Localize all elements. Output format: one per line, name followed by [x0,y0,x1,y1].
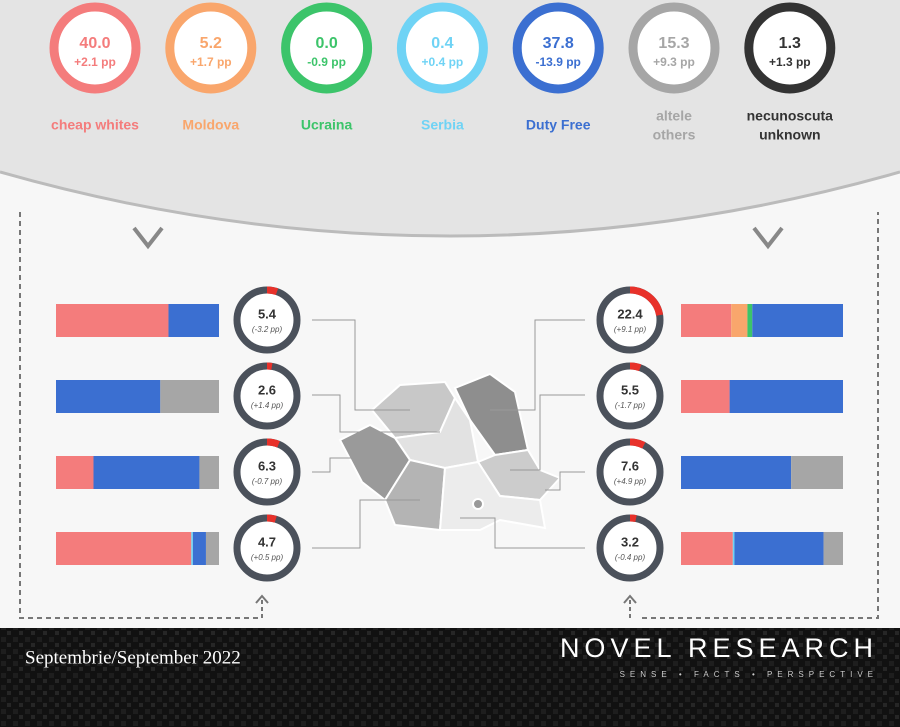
tagline: SENSE • FACTS • PERSPECTIVE [620,670,878,679]
arrow-head [255,594,637,604]
region-value: 5.5 [621,382,639,397]
region-change: (-3.2 pp) [252,325,283,334]
category-label: Moldova [182,117,239,133]
footer [0,628,900,727]
category-label: Serbia [421,117,464,133]
bar-segment [56,380,161,413]
bar-segment [160,380,219,413]
category-change: +2.1 pp [74,55,116,69]
bar-segment [168,304,219,337]
category-label: unknown [759,127,820,143]
region-value: 4.7 [258,534,276,549]
region-change: (-1.7 pp) [615,401,646,410]
category-ring [281,2,373,94]
leader-lines [312,319,585,549]
bar-segment [192,532,206,565]
bar-segment [823,532,843,565]
category-label: Ucraina [301,117,353,133]
bar-segment [681,380,730,413]
category-value: 5.2 [200,35,222,52]
category-ring [744,2,836,94]
region-change: (-0.7 pp) [252,477,283,486]
category-value: 15.3 [658,35,689,52]
category-value: 37.8 [543,35,574,52]
region-change: (+1.4 pp) [251,401,284,410]
region-share-arc [629,438,646,449]
bar-segment [791,456,843,489]
category-change: +1.3 pp [769,55,811,69]
bar-segment [732,532,735,565]
category-change: +0.4 pp [422,55,464,69]
category-value: 1.3 [779,35,801,52]
bar-segment [734,532,824,565]
bar-segment [681,532,733,565]
footer-date: Septembrie/September 2022 [25,647,241,668]
bar-segment [191,532,193,565]
category-change: -0.9 pp [307,55,346,69]
region-value: 22.4 [617,306,643,321]
region-share-arc [266,286,279,296]
bar-segment [747,304,753,337]
region-change: (+4.9 pp) [614,477,647,486]
region-share-arc [266,514,277,523]
category-ring [49,2,141,94]
region-value: 5.4 [258,306,277,321]
map [338,372,562,532]
category-label: altele [656,108,692,124]
category-value: 0.4 [431,35,453,52]
bar-segment [205,532,219,565]
bar-segment [56,304,169,337]
region-share-arc [629,514,637,523]
region-change: (+0.5 pp) [251,553,284,562]
category-ring [512,2,604,94]
frame [19,212,879,619]
bar-segment [93,456,200,489]
frame-arrow [261,598,631,618]
category-label: necunoscuta [747,108,834,124]
category-value: 40.0 [79,35,110,52]
category-value: 0.0 [315,35,337,52]
category-label: cheap whites [51,117,139,133]
category-change: +1.7 pp [190,55,232,69]
bar-segment [56,532,192,565]
region-share-arc [266,438,280,448]
category-change: +9.3 pp [653,55,695,69]
bar-segment [56,456,94,489]
category-ring [165,2,257,94]
chevron [132,226,784,250]
region-share-arc [629,286,664,316]
category-change: -13.9 pp [536,55,581,69]
region-value: 2.6 [258,382,276,397]
bar-segment [681,304,732,337]
region-value: 6.3 [258,458,276,473]
category-ring [396,2,488,94]
bar-segment [681,456,792,489]
category-label: Duty Free [526,117,591,133]
region-value: 7.6 [621,458,639,473]
top-edge [0,170,900,238]
bar-segment [199,456,219,489]
category-ring [628,2,720,94]
region-value: 3.2 [621,534,639,549]
bar-segment [752,304,843,337]
region-change: (-0.4 pp) [615,553,646,562]
bar-segment [731,304,748,337]
brand: NOVEL RESEARCH [560,633,878,663]
region-share-arc [629,362,642,372]
region-change: (+9.1 pp) [614,325,647,334]
category-label: others [653,127,696,143]
bar-segment [729,380,843,413]
